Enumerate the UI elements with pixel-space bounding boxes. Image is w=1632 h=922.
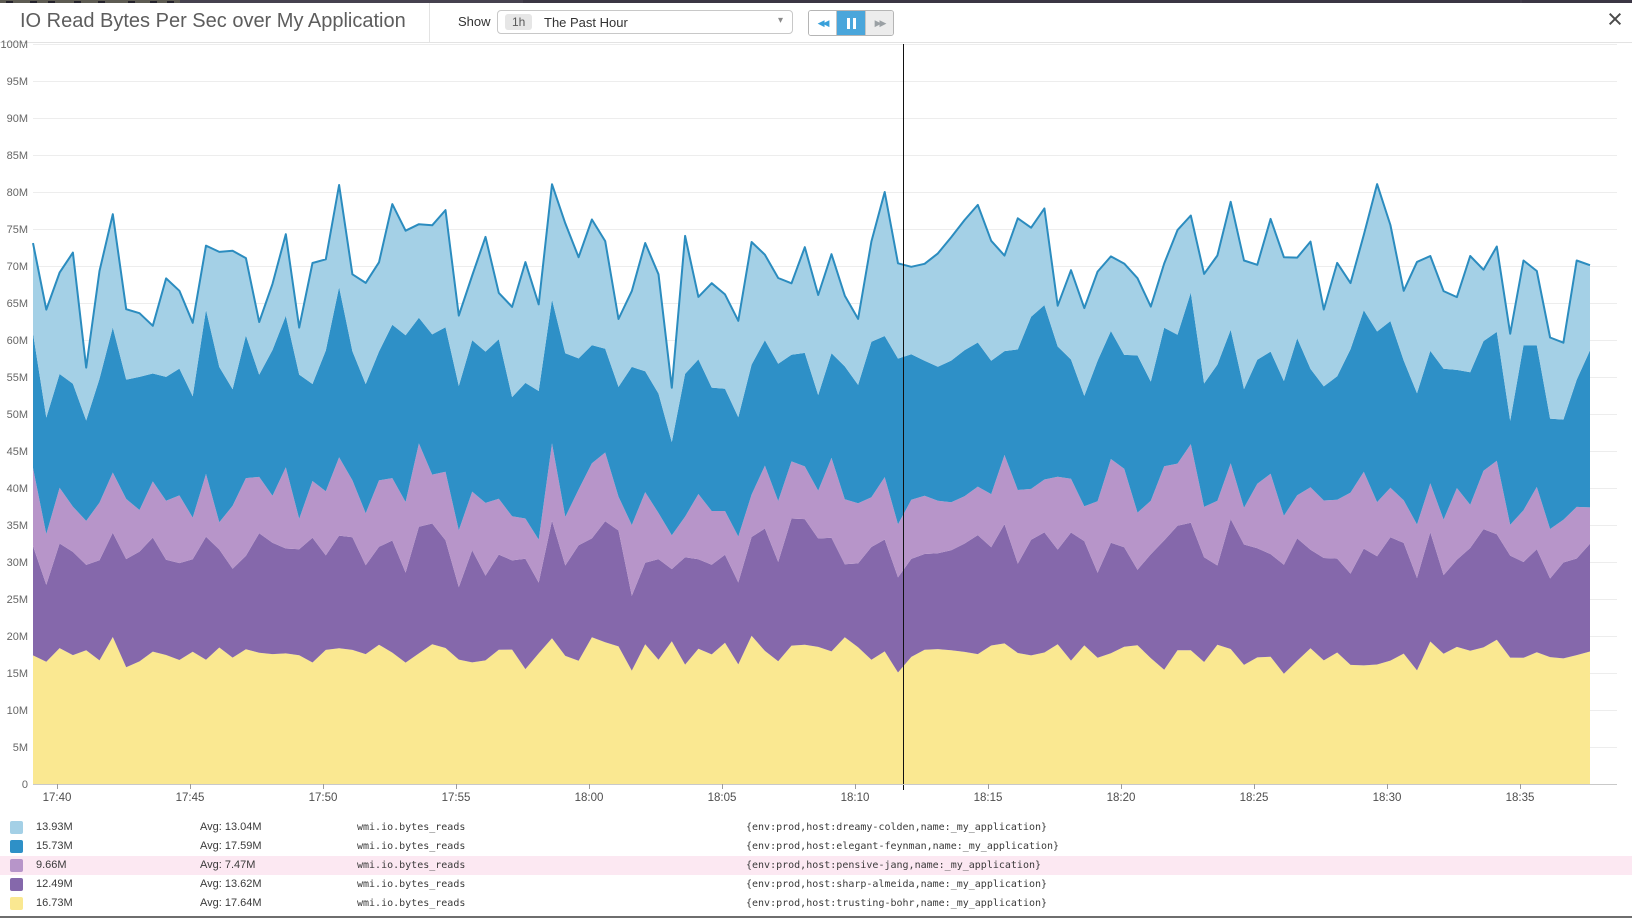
y-axis-label: 10M xyxy=(7,705,28,717)
legend-swatch[interactable] xyxy=(10,840,23,853)
y-axis-label: 0 xyxy=(22,779,28,791)
x-axis-label: 18:05 xyxy=(708,792,737,804)
legend-row-pensive-jang[interactable]: 9.66M Avg: 7.47M wmi.io.bytes_reads {env:pr… xyxy=(0,856,1632,875)
x-axis-label: 18:20 xyxy=(1107,792,1136,804)
legend-scope-tags: {env:prod,host:dreamy-colden,name:_my_ap… xyxy=(746,822,1047,833)
y-axis-label: 25M xyxy=(7,594,28,606)
legend-scope-tags: {env:prod,host:pensive-jang,name:_my_app… xyxy=(746,860,1041,871)
legend-metric-name: wmi.io.bytes_reads xyxy=(357,841,465,852)
legend-swatch[interactable] xyxy=(10,897,23,910)
y-axis-label: 70M xyxy=(7,261,28,273)
y-axis-label: 80M xyxy=(7,187,28,199)
y-axis-label: 90M xyxy=(7,113,28,125)
y-axis-label: 85M xyxy=(7,150,28,162)
legend-current-value: 15.73M xyxy=(36,840,73,852)
y-axis-label: 60M xyxy=(7,335,28,347)
x-axis-label: 18:15 xyxy=(974,792,1003,804)
chart-legend: 13.93M Avg: 13.04M wmi.io.bytes_reads {env:… xyxy=(0,818,1632,913)
legend-avg-value: Avg: 13.04M xyxy=(200,821,262,833)
y-axis-label: 50M xyxy=(7,409,28,421)
legend-metric-name: wmi.io.bytes_reads xyxy=(357,898,465,909)
legend-scope-tags: {env:prod,host:elegant-feynman,name:_my_… xyxy=(746,841,1059,852)
legend-avg-value: Avg: 17.64M xyxy=(200,897,262,909)
x-axis-label: 17:50 xyxy=(309,792,338,804)
legend-avg-value: Avg: 13.62M xyxy=(200,878,262,890)
y-axis-label: 30M xyxy=(7,557,28,569)
panel-bottom-edge xyxy=(0,916,1632,918)
legend-row-trusting-bohr[interactable]: 16.73M Avg: 17.64M wmi.io.bytes_reads {env:… xyxy=(0,894,1632,913)
legend-row-dreamy-colden[interactable]: 13.93M Avg: 13.04M wmi.io.bytes_reads {env:… xyxy=(0,818,1632,837)
y-axis-label: 65M xyxy=(7,298,28,310)
x-axis-label: 17:55 xyxy=(442,792,471,804)
legend-scope-tags: {env:prod,host:sharp-almeida,name:_my_ap… xyxy=(746,879,1047,890)
legend-avg-value: Avg: 7.47M xyxy=(200,859,255,871)
y-axis-label: 5M xyxy=(13,742,28,754)
legend-metric-name: wmi.io.bytes_reads xyxy=(357,860,465,871)
legend-current-value: 16.73M xyxy=(36,897,73,909)
x-axis-label: 18:00 xyxy=(575,792,604,804)
y-axis-label: 95M xyxy=(7,76,28,88)
x-axis-label: 18:10 xyxy=(841,792,870,804)
legend-current-value: 9.66M xyxy=(36,859,67,871)
y-axis-label: 40M xyxy=(7,483,28,495)
legend-metric-name: wmi.io.bytes_reads xyxy=(357,879,465,890)
y-axis-label: 100M xyxy=(0,39,28,51)
stacked-area-chart[interactable]: 17:40 17:45 17:50 17:55 18:00 18:05 18:10 18:15… xyxy=(0,0,1632,815)
y-axis-label: 55M xyxy=(7,372,28,384)
legend-metric-name: wmi.io.bytes_reads xyxy=(357,822,465,833)
x-axis-label: 18:35 xyxy=(1506,792,1535,804)
x-axis-label: 17:40 xyxy=(43,792,72,804)
legend-swatch[interactable] xyxy=(10,859,23,872)
x-axis-label: 18:25 xyxy=(1240,792,1269,804)
legend-current-value: 13.93M xyxy=(36,821,73,833)
y-axis-label: 20M xyxy=(7,631,28,643)
legend-row-elegant-feynman[interactable]: 15.73M Avg: 17.59M wmi.io.bytes_reads {env:… xyxy=(0,837,1632,856)
y-axis-label: 75M xyxy=(7,224,28,236)
legend-avg-value: Avg: 17.59M xyxy=(200,840,262,852)
x-axis-label: 17:45 xyxy=(176,792,205,804)
y-axis-label: 35M xyxy=(7,520,28,532)
graph-panel: IO Read Bytes Per Sec over My Applicatio… xyxy=(0,0,1632,922)
y-axis-label: 45M xyxy=(7,446,28,458)
legend-swatch[interactable] xyxy=(10,878,23,891)
legend-swatch[interactable] xyxy=(10,821,23,834)
legend-current-value: 12.49M xyxy=(36,878,73,890)
legend-scope-tags: {env:prod,host:trusting-bohr,name:_my_ap… xyxy=(746,898,1047,909)
legend-row-sharp-almeida[interactable]: 12.49M Avg: 13.62M wmi.io.bytes_reads {env:… xyxy=(0,875,1632,894)
y-axis-label: 15M xyxy=(7,668,28,680)
x-axis-label: 18:30 xyxy=(1373,792,1402,804)
